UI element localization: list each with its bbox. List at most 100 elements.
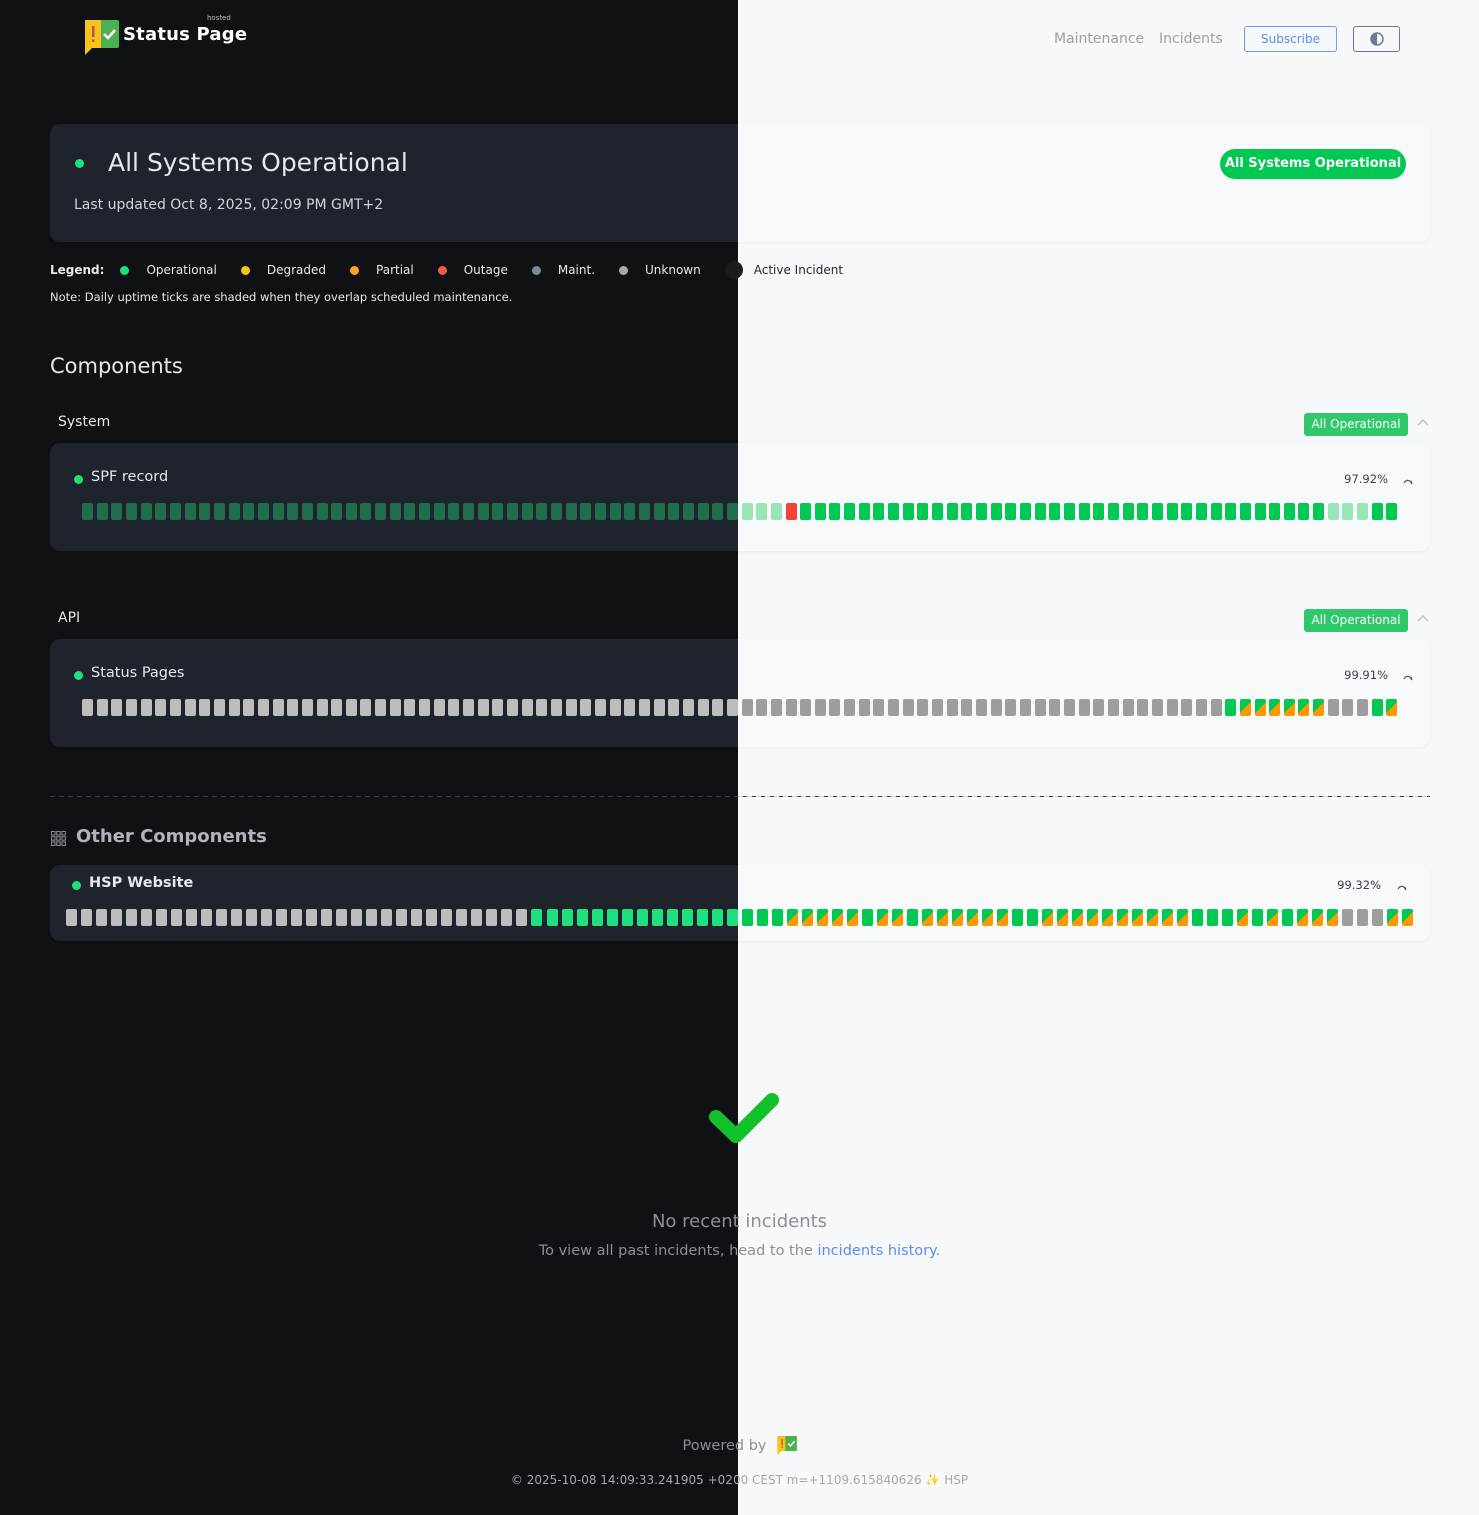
uptime-tick-partial[interactable] xyxy=(1283,699,1295,716)
uptime-tick-unknown[interactable] xyxy=(336,909,348,926)
uptime-tick-operational[interactable] xyxy=(1225,503,1237,520)
uptime-tick-unknown[interactable] xyxy=(501,909,513,926)
uptime-tick-partial[interactable] xyxy=(1313,699,1325,716)
uptime-tick-partial[interactable] xyxy=(1177,909,1189,926)
uptime-tick-operational[interactable] xyxy=(257,503,269,520)
uptime-tick-unknown[interactable] xyxy=(726,699,738,716)
uptime-tick-maintenance-shaded[interactable] xyxy=(1357,503,1369,520)
uptime-tick-operational[interactable] xyxy=(345,503,357,520)
redo-arrow-icon[interactable] xyxy=(1403,673,1413,683)
redo-arrow-icon[interactable] xyxy=(1397,883,1407,893)
uptime-tick-operational[interactable] xyxy=(576,909,588,926)
uptime-tick-partial[interactable] xyxy=(1386,699,1398,716)
uptime-tick-unknown[interactable] xyxy=(492,699,504,716)
uptime-tick-partial[interactable] xyxy=(1239,699,1251,716)
uptime-tick-operational[interactable] xyxy=(140,503,152,520)
uptime-tick-partial[interactable] xyxy=(1269,699,1281,716)
uptime-tick-operational[interactable] xyxy=(621,909,633,926)
logo-icon[interactable] xyxy=(83,20,119,56)
uptime-tick-unknown[interactable] xyxy=(216,909,228,926)
uptime-tick-unknown[interactable] xyxy=(638,699,650,716)
uptime-tick-operational[interactable] xyxy=(1210,503,1222,520)
uptime-tick-unknown[interactable] xyxy=(990,699,1002,716)
uptime-tick-unknown[interactable] xyxy=(712,699,724,716)
uptime-tick-operational[interactable] xyxy=(711,909,723,926)
uptime-tick-unknown[interactable] xyxy=(243,699,255,716)
uptime-tick-operational[interactable] xyxy=(697,503,709,520)
uptime-tick-unknown[interactable] xyxy=(873,699,885,716)
uptime-tick-operational[interactable] xyxy=(653,503,665,520)
uptime-tick-unknown[interactable] xyxy=(389,699,401,716)
uptime-tick-unknown[interactable] xyxy=(1063,699,1075,716)
uptime-tick-unknown[interactable] xyxy=(800,699,812,716)
subscribe-button[interactable]: Subscribe xyxy=(1244,26,1337,52)
uptime-tick-unknown[interactable] xyxy=(1137,699,1149,716)
uptime-tick-operational[interactable] xyxy=(681,909,693,926)
uptime-tick-unknown[interactable] xyxy=(741,699,753,716)
uptime-tick-operational[interactable] xyxy=(1151,503,1163,520)
uptime-tick-unknown[interactable] xyxy=(96,699,108,716)
uptime-tick-partial[interactable] xyxy=(876,909,888,926)
uptime-tick-operational[interactable] xyxy=(301,503,313,520)
uptime-tick-partial[interactable] xyxy=(966,909,978,926)
nav-maintenance[interactable]: Maintenance xyxy=(1054,31,1145,47)
uptime-tick-partial[interactable] xyxy=(1102,909,1114,926)
uptime-tick-unknown[interactable] xyxy=(301,699,313,716)
uptime-tick-operational[interactable] xyxy=(96,503,108,520)
uptime-tick-partial[interactable] xyxy=(831,909,843,926)
uptime-tick-unknown[interactable] xyxy=(653,699,665,716)
uptime-tick-unknown[interactable] xyxy=(171,909,183,926)
uptime-tick-operational[interactable] xyxy=(666,909,678,926)
uptime-tick-unknown[interactable] xyxy=(276,909,288,926)
uptime-tick-unknown[interactable] xyxy=(521,699,533,716)
uptime-tick-operational[interactable] xyxy=(636,909,648,926)
uptime-tick-unknown[interactable] xyxy=(1166,699,1178,716)
uptime-tick-operational[interactable] xyxy=(651,909,663,926)
uptime-tick-maintenance-shaded[interactable] xyxy=(1327,503,1339,520)
uptime-tick-partial[interactable] xyxy=(1237,909,1249,926)
uptime-tick-operational[interactable] xyxy=(1313,503,1325,520)
uptime-tick-operational[interactable] xyxy=(1107,503,1119,520)
uptime-tick-unknown[interactable] xyxy=(186,909,198,926)
uptime-tick-unknown[interactable] xyxy=(1078,699,1090,716)
uptime-tick-unknown[interactable] xyxy=(272,699,284,716)
uptime-tick-unknown[interactable] xyxy=(594,699,606,716)
uptime-tick-operational[interactable] xyxy=(829,503,841,520)
uptime-tick-unknown[interactable] xyxy=(486,909,498,926)
uptime-tick-partial[interactable] xyxy=(846,909,858,926)
uptime-tick-unknown[interactable] xyxy=(156,909,168,926)
uptime-tick-operational[interactable] xyxy=(906,909,918,926)
uptime-tick-partial[interactable] xyxy=(1132,909,1144,926)
uptime-tick-unknown[interactable] xyxy=(169,699,181,716)
uptime-tick-unknown[interactable] xyxy=(888,699,900,716)
uptime-tick-operational[interactable] xyxy=(155,503,167,520)
uptime-tick-partial[interactable] xyxy=(1267,909,1279,926)
uptime-tick-operational[interactable] xyxy=(492,503,504,520)
uptime-tick-operational[interactable] xyxy=(1207,909,1219,926)
uptime-tick-unknown[interactable] xyxy=(140,699,152,716)
uptime-tick-operational[interactable] xyxy=(360,503,372,520)
uptime-tick-unknown[interactable] xyxy=(155,699,167,716)
uptime-tick-operational[interactable] xyxy=(1239,503,1251,520)
uptime-tick-partial[interactable] xyxy=(981,909,993,926)
incidents-history-link[interactable]: incidents history xyxy=(817,1243,936,1259)
uptime-tick-unknown[interactable] xyxy=(231,909,243,926)
uptime-tick-operational[interactable] xyxy=(536,503,548,520)
uptime-tick-operational[interactable] xyxy=(668,503,680,520)
uptime-tick-operational[interactable] xyxy=(433,503,445,520)
uptime-tick-operational[interactable] xyxy=(961,503,973,520)
uptime-tick-unknown[interactable] xyxy=(111,909,123,926)
uptime-tick-unknown[interactable] xyxy=(1107,699,1119,716)
uptime-tick-partial[interactable] xyxy=(1298,699,1310,716)
uptime-tick-operational[interactable] xyxy=(1049,503,1061,520)
uptime-tick-unknown[interactable] xyxy=(961,699,973,716)
uptime-tick-operational[interactable] xyxy=(199,503,211,520)
uptime-tick-unknown[interactable] xyxy=(1342,699,1354,716)
uptime-tick-unknown[interactable] xyxy=(932,699,944,716)
uptime-tick-operational[interactable] xyxy=(1283,503,1295,520)
uptime-tick-operational[interactable] xyxy=(946,503,958,520)
uptime-tick-unknown[interactable] xyxy=(463,699,475,716)
uptime-tick-unknown[interactable] xyxy=(375,699,387,716)
uptime-tick-unknown[interactable] xyxy=(624,699,636,716)
uptime-tick-unknown[interactable] xyxy=(66,909,77,926)
